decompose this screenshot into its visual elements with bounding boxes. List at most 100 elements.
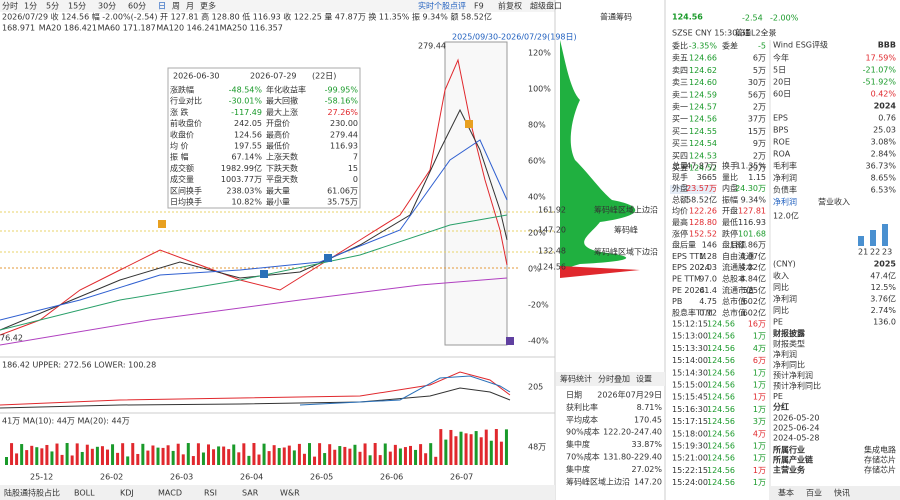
price-chart [0,41,555,346]
value: 存储芯片 [864,455,896,465]
trade-volume: 1万 [753,368,766,377]
trade-price: 124.56 [707,393,735,402]
tab: 营业收入 [818,197,850,207]
volume-bar [151,445,155,465]
value: 3.08% [871,138,897,147]
value: 30万 [748,78,766,87]
volume-bar [282,447,286,465]
stat-label: 最高价 [266,129,290,139]
chip-stat-value: 8.71% [637,403,663,412]
volume-bar [191,456,195,465]
chip-stat-label: 平均成本 [566,414,598,424]
volume-bar [131,443,135,465]
stat-label: 涨 跌 [170,107,189,117]
label: 自由流通 [722,251,754,261]
change: -2.54 [742,14,763,23]
marker [465,120,473,128]
volume-bar [358,451,362,465]
volume-bar [444,439,448,465]
chip-stat-label: 日期 [566,391,582,400]
chip-stat-label: 集中度 [566,439,590,449]
trade-price: 124.56 [707,320,735,329]
stat-value: 124.56 [234,130,262,139]
stat-label: 涨跌幅 [170,85,194,95]
volume-bar [403,447,407,465]
value: 152.52 [689,229,717,238]
volume-bar [65,443,69,465]
value: 12.5% [871,283,897,292]
label: 盘后额 [722,240,746,250]
label: 总量 [672,161,688,171]
rating: BBB [878,41,896,50]
meta: SZSE CNY 15:30:31 [672,29,750,38]
value: 0.12 [699,308,717,317]
volume-bar [398,448,402,465]
volume-bar [207,444,210,465]
trade-price: 124.56 [707,466,735,475]
volume-bar [111,444,115,465]
y-tick: 205 [528,383,543,392]
volume-bar [267,451,271,465]
indicator-tab: BOLL [74,489,95,498]
link: 超级盘口 [530,1,562,11]
label: 盘后量 [672,240,696,250]
stat-value: -117.49 [231,108,262,117]
trade-time: 15:13:30 [672,344,708,353]
volume-bar [419,444,423,465]
item: 净利润 [773,349,797,359]
volume-bar [414,449,418,465]
value: 8.65% [871,174,897,183]
value: 127.81 [738,207,766,216]
volume-bar [95,446,99,465]
volume-bar [459,431,463,465]
value: 181.86万 [730,241,766,250]
marker [158,220,166,228]
mini-bar [882,224,888,246]
trade-time: 15:22:15 [672,466,708,475]
indicator-tab: MACD [158,489,182,498]
volume-bar [116,452,120,465]
chip-title: 普通筹码 [600,12,632,22]
stat-label: 均 价 [170,141,189,151]
label: 总市值 [722,307,746,317]
volume-bar [80,451,84,465]
label: 同比 [773,282,789,292]
label: 买三 [672,139,688,148]
trade-volume: 3万 [753,417,766,426]
volume-bar [40,448,44,465]
volume-bar [90,448,94,465]
value: 2万 [753,103,766,112]
chart-tick: 12.0亿 [773,211,799,221]
date-end: 2026-07-29 [250,72,297,81]
date-tick: 26-04 [240,473,263,482]
volume-bar [348,448,352,465]
price-label: 279.44 [418,42,446,51]
x-tick: 22 [870,248,880,257]
bottom-tab: 基本 [778,488,794,498]
volume-bar [409,445,412,465]
value: 4.07亿 [740,251,766,261]
volume-bar [186,443,190,465]
value: 3.76亿 [870,294,896,304]
trade-time: 15:19:30 [672,442,708,451]
volume-bar [353,444,357,465]
trade-volume: 16万 [748,320,766,329]
pct-tick: -40% [528,337,549,346]
bottom-tab: 快讯 [834,488,850,498]
ma-label: MA250 116.357 [220,24,283,33]
value: 17.59% [865,54,896,63]
mini-bar [870,230,876,246]
value: 47.87万 [686,162,717,171]
date-tick: 26-06 [380,473,403,482]
value: 29万 [748,164,766,173]
label: 振幅 [722,194,738,204]
volume-bar [247,455,251,465]
value: 2.74% [871,306,897,315]
year: 2024 [874,102,897,111]
bottom-tabs-bg [770,486,900,500]
volume-bar [287,445,291,465]
chip-tabs-bg [556,372,665,386]
label: 外盘 [672,183,688,193]
indicator-tab: W&R [280,489,300,498]
marker [260,270,268,278]
